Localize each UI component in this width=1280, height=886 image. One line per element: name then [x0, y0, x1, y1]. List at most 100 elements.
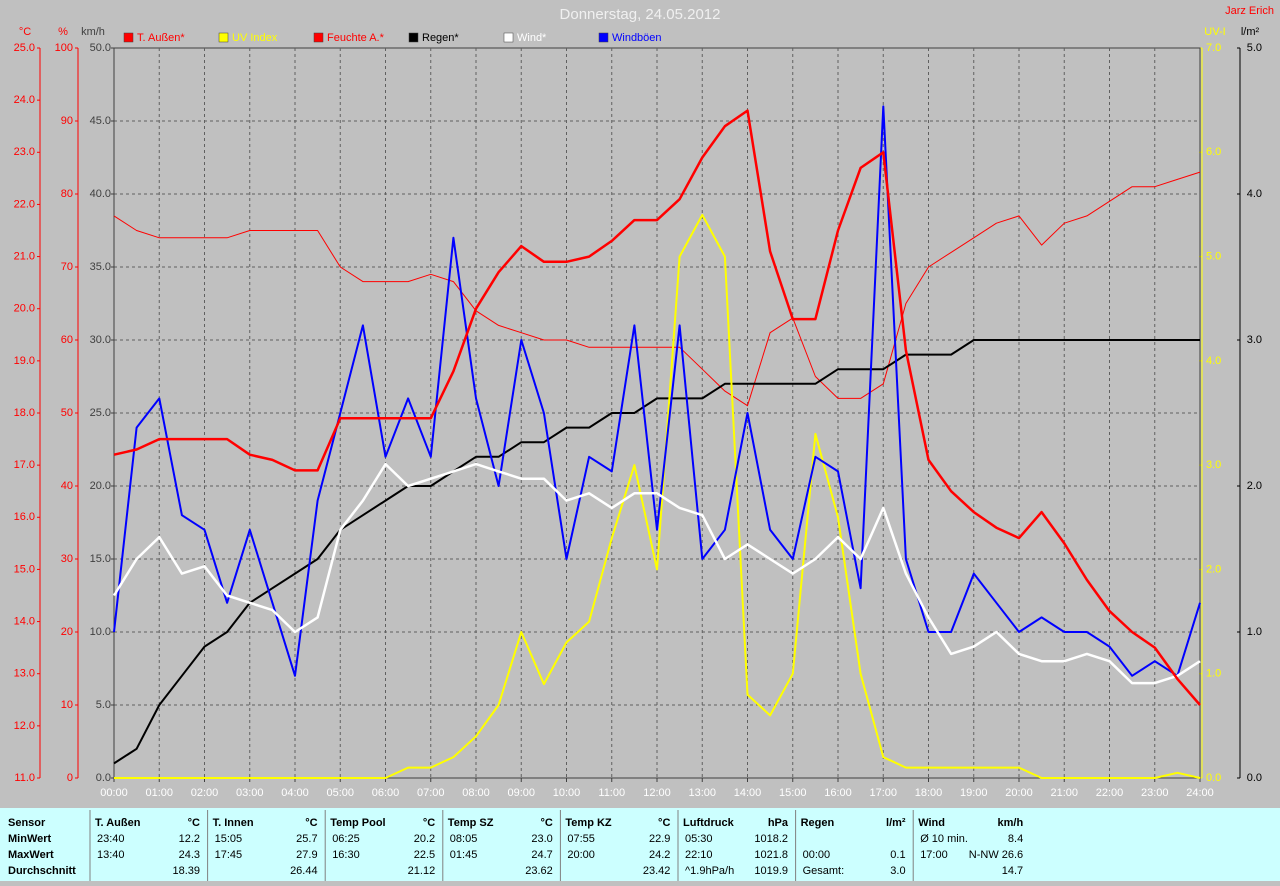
- x-tick-label: 13:00: [688, 787, 716, 799]
- y-tick-label: 90: [61, 115, 73, 127]
- y-tick-label: 4.0: [1247, 188, 1262, 200]
- x-tick-label: 06:00: [372, 787, 400, 799]
- y-tick-label: 2.0: [1247, 480, 1262, 492]
- stats-unit: hPa: [768, 817, 789, 829]
- y-tick-label: 0: [67, 772, 73, 784]
- stats-header: Luftdruck: [683, 817, 735, 829]
- stats-unit: °C: [658, 817, 670, 829]
- y-tick-label: 0.0: [96, 772, 111, 784]
- y-tick-label: 18.0: [14, 407, 35, 419]
- y-axis-unit: °C: [19, 26, 31, 38]
- stats-row-label: MinWert: [8, 833, 52, 845]
- stats-cell: 00:00: [803, 849, 831, 861]
- legend-label: Feuchte A.*: [327, 32, 385, 44]
- y-tick-label: 2.0: [1206, 563, 1221, 575]
- stats-cell: 3.0: [890, 865, 905, 877]
- stats-cell: Ø 10 min.: [920, 833, 968, 845]
- x-tick-label: 18:00: [915, 787, 943, 799]
- y-tick-label: 5.0: [96, 699, 111, 711]
- stats-cell: 15:05: [215, 833, 243, 845]
- y-tick-label: 21.0: [14, 250, 35, 262]
- y-tick-label: 24.0: [14, 94, 35, 106]
- stats-unit: km/h: [998, 817, 1024, 829]
- series-line: [113, 105, 1201, 677]
- stats-cell: 0.1: [890, 849, 905, 861]
- y-tick-label: 80: [61, 188, 73, 200]
- y-tick-label: 25.0: [14, 42, 35, 54]
- x-tick-label: 23:00: [1141, 787, 1169, 799]
- y-axis-unit: UV-I: [1204, 26, 1225, 38]
- stats-cell: 27.9: [296, 849, 317, 861]
- stats-cell: 8.4: [1008, 833, 1023, 845]
- legend-label: Regen*: [422, 32, 459, 44]
- y-tick-label: 13.0: [14, 668, 35, 680]
- stats-cell: 22.5: [414, 849, 435, 861]
- y-tick-label: 22.0: [14, 198, 35, 210]
- chart-title: Donnerstag, 24.05.2012: [560, 6, 721, 23]
- chart-background: [0, 0, 1280, 808]
- stats-cell: 06:25: [332, 833, 360, 845]
- legend-label: Windböen: [612, 32, 662, 44]
- y-tick-label: 50: [61, 407, 73, 419]
- stats-cell: 1019.9: [754, 865, 788, 877]
- stats-header: T. Außen: [95, 817, 141, 829]
- x-tick-label: 07:00: [417, 787, 445, 799]
- x-tick-label: 22:00: [1096, 787, 1124, 799]
- series-line: [114, 213, 1201, 779]
- stats-unit: °C: [305, 817, 317, 829]
- stats-header: Wind: [918, 817, 945, 829]
- y-tick-label: 3.0: [1247, 334, 1262, 346]
- y-axis-unit: %: [58, 26, 68, 38]
- stats-cell: 17:00: [920, 849, 948, 861]
- stats-header: Temp SZ: [448, 817, 494, 829]
- x-tick-label: 15:00: [779, 787, 807, 799]
- y-tick-label: 30.0: [90, 334, 111, 346]
- stats-cell: 23:40: [97, 833, 125, 845]
- y-tick-label: 11.0: [14, 772, 35, 784]
- y-axis-unit: l/m²: [1241, 26, 1260, 38]
- stats-cell: 24.7: [531, 849, 552, 861]
- y-tick-label: 70: [61, 261, 73, 273]
- stats-cell: 07:55: [567, 833, 595, 845]
- legend-swatch: [408, 32, 419, 43]
- stats-cell: 23.62: [525, 865, 553, 877]
- stats-row-label: Durchschnitt: [8, 865, 76, 877]
- stats-cell: 25.7: [296, 833, 317, 845]
- legend-swatch: [598, 32, 609, 43]
- stats-cell: 20:00: [567, 849, 595, 861]
- x-tick-label: 00:00: [100, 787, 128, 799]
- x-tick-label: 08:00: [462, 787, 490, 799]
- y-tick-label: 4.0: [1206, 355, 1221, 367]
- stats-cell: 26.44: [290, 865, 318, 877]
- stats-cell: 16:30: [332, 849, 360, 861]
- stats-cell: Gesamt:: [803, 865, 845, 877]
- y-tick-label: 19.0: [14, 355, 35, 367]
- stats-cell: 12.2: [179, 833, 200, 845]
- y-tick-label: 1.0: [1206, 668, 1221, 680]
- y-tick-label: 16.0: [14, 511, 35, 523]
- stats-cell: 1021.8: [754, 849, 788, 861]
- y-tick-label: 6.0: [1206, 146, 1221, 158]
- y-tick-label: 3.0: [1206, 459, 1221, 471]
- x-tick-label: 03:00: [236, 787, 264, 799]
- x-tick-label: 11:00: [598, 787, 625, 799]
- y-tick-label: 5.0: [1247, 42, 1262, 54]
- stats-header: Temp Pool: [330, 817, 385, 829]
- x-tick-label: 24:00: [1186, 787, 1214, 799]
- legend-label: T. Außen*: [137, 32, 185, 44]
- stats-header: T. Innen: [213, 817, 254, 829]
- stats-row-label: MaxWert: [8, 849, 54, 861]
- x-tick-label: 05:00: [326, 787, 354, 799]
- stats-cell: 20.2: [414, 833, 435, 845]
- y-tick-label: 45.0: [90, 115, 111, 127]
- stats-cell: 17:45: [215, 849, 243, 861]
- stats-unit: °C: [540, 817, 552, 829]
- stats-cell: 24.2: [649, 849, 670, 861]
- stats-cell: 22:10: [685, 849, 713, 861]
- y-tick-label: 17.0: [14, 459, 35, 471]
- x-tick-label: 04:00: [281, 787, 309, 799]
- x-tick-label: 02:00: [191, 787, 219, 799]
- x-tick-label: 01:00: [145, 787, 173, 799]
- x-tick-label: 20:00: [1005, 787, 1033, 799]
- y-tick-label: 1.0: [1247, 626, 1262, 638]
